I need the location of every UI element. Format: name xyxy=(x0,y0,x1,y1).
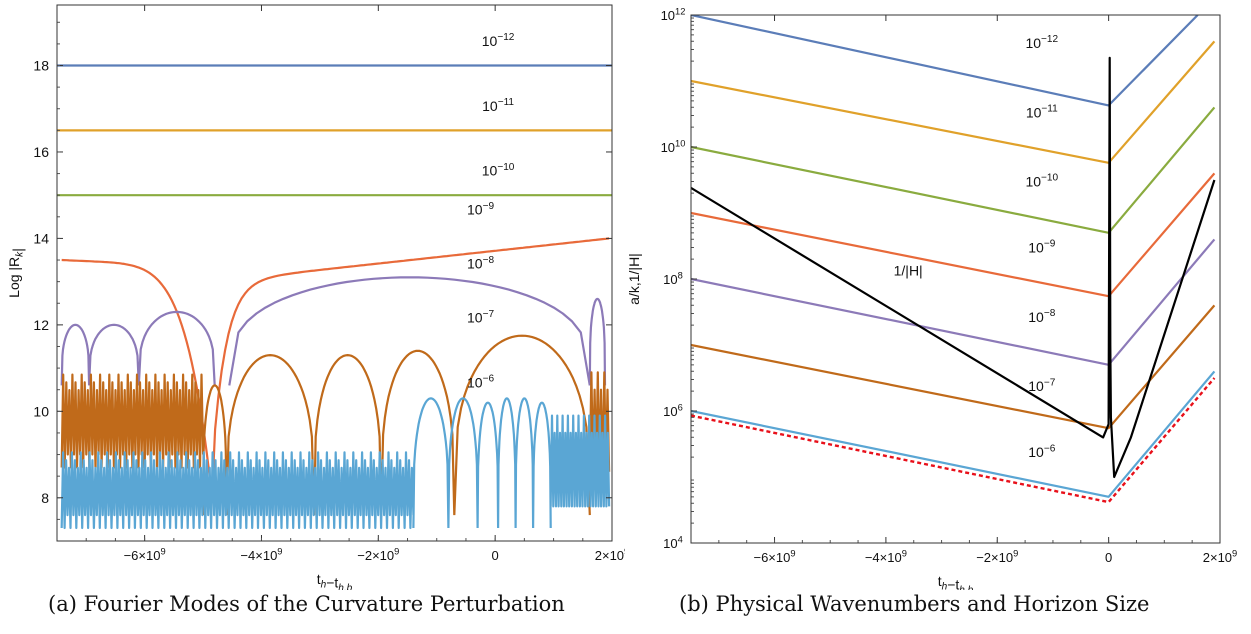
panel-a: −6×109 −4×109 −2×109 0 2×109 8 10 12 14 16 18 th−th… xyxy=(0,0,625,634)
y-tick-label: 104 xyxy=(663,535,683,551)
series-label-4: 10−8 xyxy=(467,255,494,272)
series-line xyxy=(691,56,1216,479)
x-tick-label: 2×109 xyxy=(595,547,625,563)
plot-frame xyxy=(690,14,1221,544)
series-label-4: 10−8 xyxy=(1028,308,1055,325)
series-0 xyxy=(691,15,1199,107)
series-6 xyxy=(60,397,611,530)
series-line xyxy=(691,106,1216,234)
series-label-2: 10−10 xyxy=(1025,173,1058,190)
chart-b-svg: −6×109 −4×109 −2×109 0 2×109 104 106 108 1010 101… xyxy=(626,7,1238,590)
y-tick-label: 8 xyxy=(41,490,49,506)
x-tick-label: −2×109 xyxy=(357,547,399,563)
series-line xyxy=(691,15,1199,107)
series-label-2: 10−10 xyxy=(482,162,515,179)
series-line xyxy=(691,377,1216,504)
x-tick-label: −4×109 xyxy=(240,547,282,563)
x-tick-label: −6×109 xyxy=(753,549,795,565)
series-8 xyxy=(691,56,1216,479)
y-tick-label: 106 xyxy=(663,403,683,419)
y-axis-label: Log |Rk| xyxy=(6,248,26,298)
series-label-1: 10−11 xyxy=(482,97,514,114)
y-tick-label: 18 xyxy=(33,58,49,74)
panel-b: −6×109 −4×109 −2×109 0 2×109 104 106 108 1010 101… xyxy=(625,0,1251,634)
series-label-3: 10−9 xyxy=(1028,239,1055,256)
series-line xyxy=(61,237,610,504)
y-tick-label: 1012 xyxy=(661,7,686,23)
series-line xyxy=(691,370,1216,498)
series-line xyxy=(60,397,611,530)
series-4 xyxy=(60,276,607,386)
x-tick-label: 0 xyxy=(492,548,499,563)
series-label-6: 10−6 xyxy=(1028,443,1055,460)
series-2 xyxy=(691,106,1216,234)
series-label-0: 10−12 xyxy=(482,32,515,49)
series-label-0: 10−12 xyxy=(1025,34,1058,51)
series-6 xyxy=(691,370,1216,498)
series-label-3: 10−9 xyxy=(467,201,494,218)
x-tick-label: 0 xyxy=(1105,550,1112,565)
plot-frame xyxy=(56,4,613,542)
y-tick-label: 1010 xyxy=(661,139,686,155)
chart-a-svg: −6×109 −4×109 −2×109 0 2×109 8 10 12 14 16 18 th−th… xyxy=(6,4,625,590)
series-1 xyxy=(691,40,1216,164)
series-7 xyxy=(691,377,1216,504)
series-line xyxy=(691,304,1216,430)
x-tick-label: −2×109 xyxy=(976,549,1018,565)
x-tick-label: 2×109 xyxy=(1203,549,1238,565)
x-tick-label: −6×109 xyxy=(124,547,166,563)
x-axis-label: th−th,b xyxy=(317,571,353,590)
series-label-8: 1/|H| xyxy=(894,263,923,279)
y-tick-label: 12 xyxy=(33,317,49,333)
series-line xyxy=(691,40,1216,164)
x-tick-label: −4×109 xyxy=(865,549,907,565)
caption-a: (a) Fourier Modes of the Curvature Pertu… xyxy=(48,592,565,616)
x-axis-label: th−th,b xyxy=(938,573,974,590)
series-label-6: 10−6 xyxy=(467,374,494,391)
plot-area xyxy=(691,15,1216,504)
series-label-5: 10−7 xyxy=(1028,377,1055,394)
y-tick-label: 14 xyxy=(33,230,49,246)
series-line xyxy=(60,276,607,386)
caption-b: (b) Physical Wavenumbers and Horizon Siz… xyxy=(679,592,1150,616)
series-5 xyxy=(691,304,1216,430)
series-label-5: 10−7 xyxy=(467,309,494,326)
y-axis-label: a/k,1/|H| xyxy=(626,253,642,305)
y-tick-label: 10 xyxy=(33,403,49,419)
plot-area xyxy=(57,64,612,530)
y-tick-label: 108 xyxy=(663,271,683,287)
series-3 xyxy=(61,237,610,504)
y-tick-label: 16 xyxy=(33,144,49,160)
series-label-1: 10−11 xyxy=(1026,103,1058,120)
